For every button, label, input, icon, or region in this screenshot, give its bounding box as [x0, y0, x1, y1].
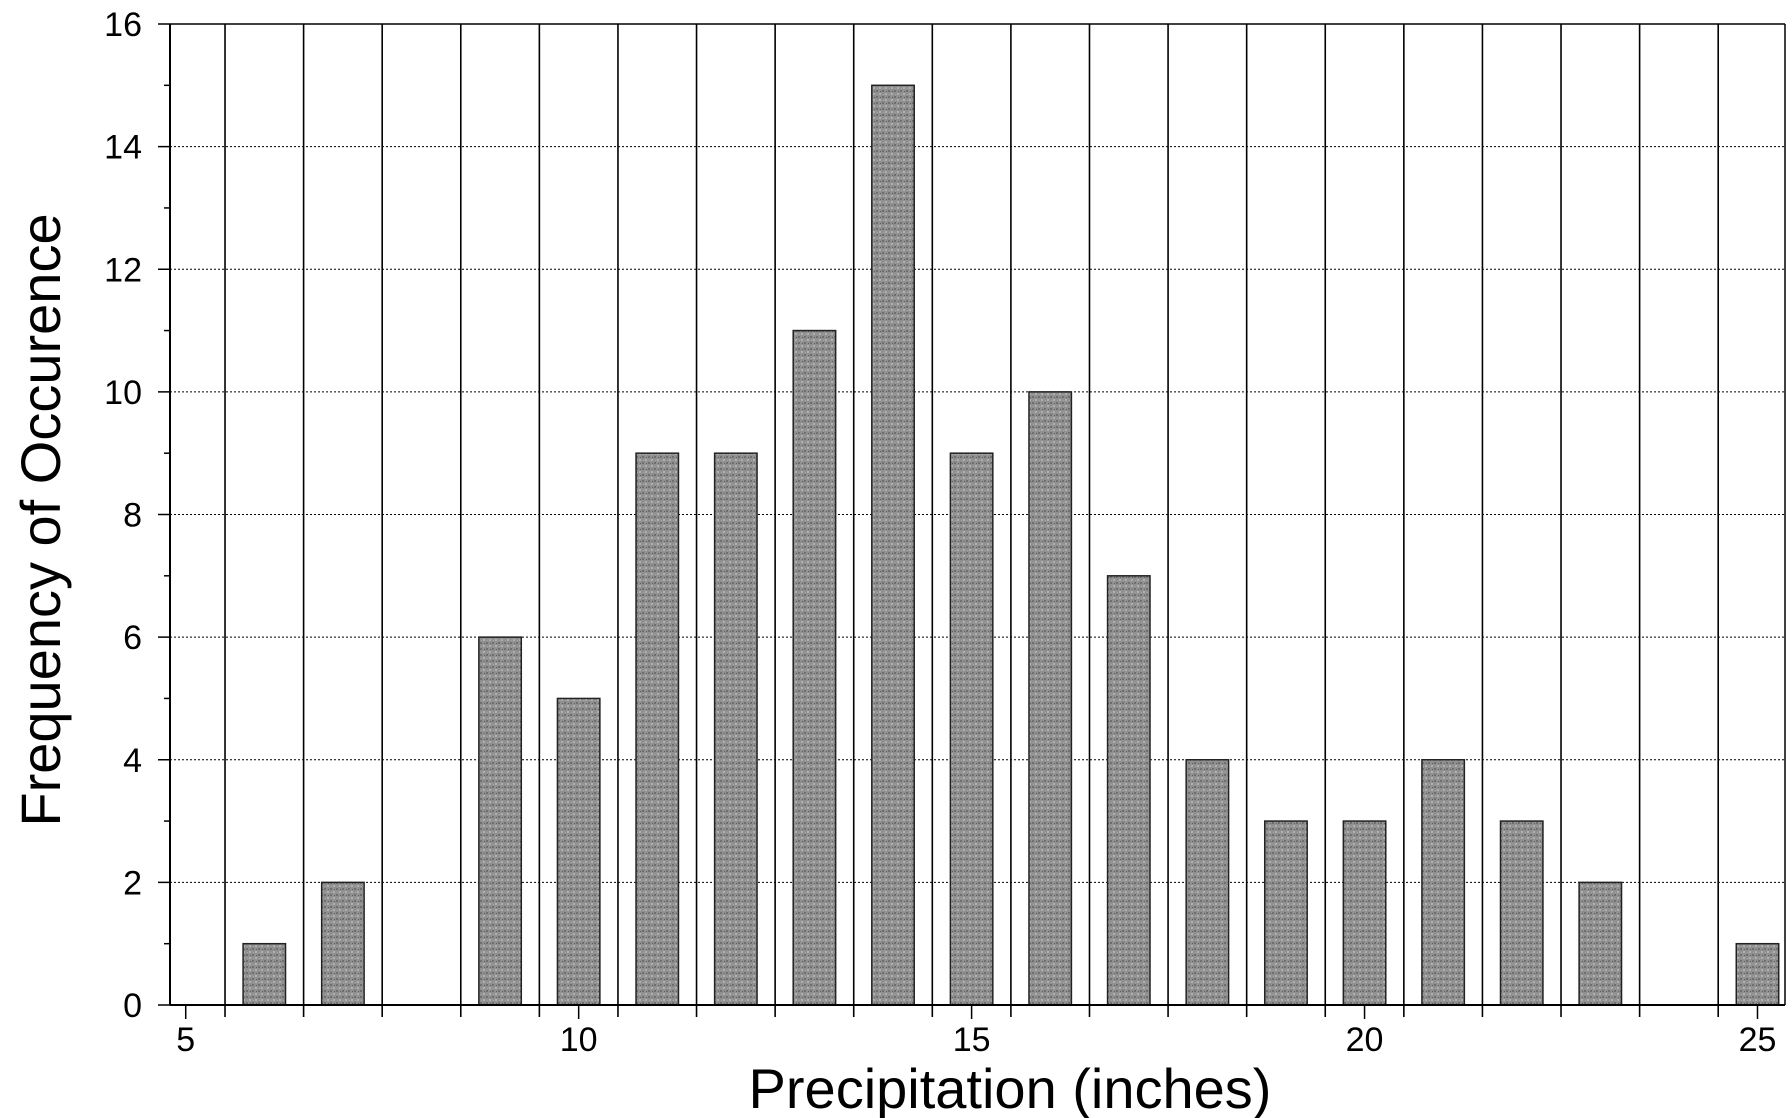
- x-tick-label: 15: [953, 1021, 991, 1059]
- bar: [1421, 759, 1466, 1006]
- bar: [1342, 820, 1387, 1006]
- bar: [556, 697, 601, 1006]
- bar: [1185, 759, 1230, 1006]
- x-axis-title: Precipitation (inches): [749, 1057, 1272, 1118]
- bars: [242, 84, 1780, 1006]
- tick-labels: 0 2 4 6 8 10 12 14 16 5 10 15 20 25: [104, 6, 1776, 1059]
- y-axis-title: Frequency of Occurence: [9, 213, 72, 826]
- y-tick-label: 0: [123, 987, 142, 1025]
- x-tick-label: 25: [1739, 1021, 1777, 1059]
- bar: [1735, 942, 1780, 1006]
- y-tick-label: 4: [123, 742, 142, 780]
- bar: [1578, 881, 1623, 1006]
- bar: [478, 636, 523, 1006]
- y-tick-label: 6: [123, 619, 142, 657]
- bar: [320, 881, 365, 1006]
- bar: [635, 452, 680, 1006]
- bar: [242, 942, 287, 1006]
- bar: [792, 329, 837, 1006]
- bar: [871, 84, 915, 1006]
- bar: [1499, 820, 1544, 1006]
- y-tick-label: 16: [104, 6, 142, 44]
- x-tick-label: 5: [176, 1021, 195, 1059]
- axes: [158, 23, 1786, 1019]
- y-tick-label: 10: [104, 374, 142, 412]
- y-tick-label: 8: [123, 497, 142, 535]
- x-tick-label: 20: [1346, 1021, 1384, 1059]
- bar: [1263, 820, 1308, 1006]
- bar: [949, 452, 994, 1006]
- bar: [1106, 575, 1151, 1006]
- x-tick-label: 10: [560, 1021, 598, 1059]
- bar: [1028, 391, 1073, 1006]
- y-tick-label: 12: [104, 251, 142, 289]
- y-tick-label: 2: [123, 864, 142, 902]
- bar: [713, 452, 758, 1006]
- y-tick-label: 14: [104, 129, 142, 167]
